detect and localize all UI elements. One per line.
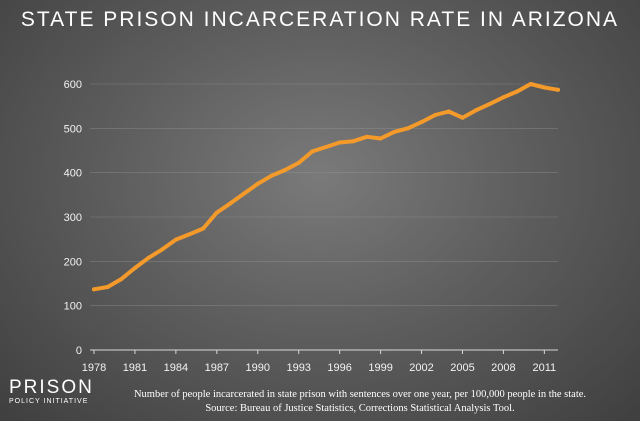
logo-main-text: PRISON (9, 377, 94, 398)
data-point (187, 232, 192, 237)
data-point (419, 120, 424, 125)
data-point (542, 85, 547, 90)
prison-policy-initiative-logo: PRISON POLICY INITIATIVE (9, 377, 94, 407)
data-point (201, 226, 206, 231)
data-point (487, 101, 492, 106)
data-point (501, 95, 506, 100)
data-point (364, 134, 369, 139)
data-point (269, 173, 274, 178)
data-point (351, 139, 356, 144)
data-point (242, 191, 247, 196)
x-tick-label-1987: 1987 (205, 362, 229, 374)
x-tick-label-1984: 1984 (164, 362, 188, 374)
y-axis-tick-labels: 0 100 200 300 400 500 600 (64, 79, 82, 357)
data-point (337, 140, 342, 145)
data-point (474, 108, 479, 113)
data-point (173, 237, 178, 242)
data-point (556, 87, 560, 92)
y-tick-label-0: 0 (76, 345, 82, 357)
data-point (296, 160, 301, 165)
data-point (446, 109, 451, 114)
data-point (405, 126, 410, 131)
x-tick-label-1993: 1993 (286, 362, 310, 374)
data-point (105, 285, 110, 290)
x-tick-label-1981: 1981 (123, 362, 147, 374)
data-point (92, 287, 96, 292)
series-line-0 (92, 82, 560, 292)
chart-title: STATE PRISON INCARCERATION RATE IN ARIZO… (20, 8, 620, 31)
y-tick-label-100: 100 (64, 301, 82, 313)
y-tick-label-500: 500 (64, 123, 82, 135)
data-point (255, 181, 260, 186)
footnote-source: Source: Bureau of Justice Statistics, Co… (205, 403, 515, 414)
data-point (392, 129, 397, 134)
footnote-description: Number of people incarcerated in state p… (133, 389, 587, 400)
x-tick-label-2002: 2002 (409, 362, 433, 374)
x-axis-tick-labels: 1978 1981 1984 1987 1990 1993 1996 1999 2002 2005… (82, 350, 556, 374)
grid-lines (90, 83, 558, 306)
y-tick-label-600: 600 (64, 79, 82, 91)
data-point (528, 82, 533, 86)
y-tick-label-300: 300 (64, 212, 82, 224)
data-point (460, 115, 465, 120)
data-point (228, 201, 233, 206)
data-point (515, 89, 520, 94)
data-point (324, 144, 328, 149)
x-tick-label-1990: 1990 (246, 362, 270, 374)
y-tick-label-200: 200 (64, 256, 82, 268)
data-point (283, 168, 288, 173)
x-tick-label-1999: 1999 (368, 362, 392, 374)
y-tick-label-400: 400 (64, 168, 82, 180)
series-layer (92, 82, 560, 292)
x-tick-label-1996: 1996 (327, 362, 351, 374)
x-tick-label-2011: 2011 (533, 362, 557, 374)
data-point (119, 277, 124, 282)
data-point (433, 113, 438, 118)
data-point (378, 136, 383, 141)
x-tick-label-2005: 2005 (450, 362, 474, 374)
logo-sub-text: POLICY INITIATIVE (9, 398, 89, 405)
data-point (310, 149, 315, 154)
data-point (132, 265, 137, 270)
chart-footnote: Number of people incarcerated in state p… (100, 388, 620, 416)
data-point (214, 210, 219, 215)
x-tick-label-1978: 1978 (82, 362, 106, 374)
data-point (146, 255, 151, 260)
data-point (160, 247, 165, 252)
x-tick-label-2008: 2008 (491, 362, 515, 374)
